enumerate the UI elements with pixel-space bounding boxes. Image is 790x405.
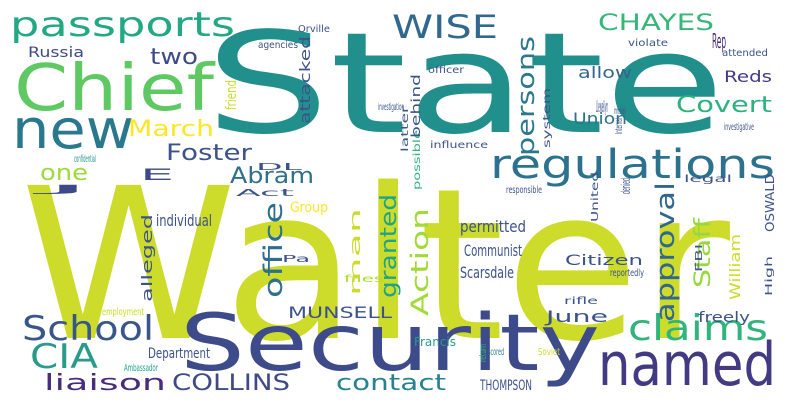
word-granted: granted <box>377 194 402 298</box>
word-citizen: responsible <box>506 185 542 196</box>
word-investigation: system <box>542 88 553 148</box>
word-cia: CIA <box>30 337 98 377</box>
word-investigative: possible <box>412 130 423 190</box>
word-immediately: MUNSELL <box>288 303 392 322</box>
word-francis: permitted <box>460 217 526 236</box>
word-llewellyn: attacked <box>298 36 314 124</box>
word-staff: Staff <box>691 217 716 288</box>
word-oswald: Department <box>148 346 210 362</box>
word-united: June <box>544 307 608 326</box>
word-dl: immediately <box>614 106 626 117</box>
word-attacked: files <box>344 274 384 285</box>
word-claims: claims <box>628 308 768 349</box>
word-june: Group <box>290 200 328 216</box>
word-one: one <box>40 161 88 186</box>
word-security: Security <box>180 299 600 389</box>
word-individual: OSWALD <box>763 174 777 232</box>
word-new: new <box>12 98 134 161</box>
word-group: investigative <box>724 122 754 133</box>
word-ambassador: man <box>348 208 364 296</box>
word-state: State <box>205 3 725 166</box>
word-freely: individual <box>156 211 212 230</box>
word-scored: Communist <box>464 241 522 260</box>
word-named: named <box>598 330 776 400</box>
word-violate: violate <box>628 38 668 49</box>
word-walter: Walter <box>20 143 731 388</box>
word-officer: officer <box>428 65 465 76</box>
word-passports: passports <box>10 5 235 45</box>
word-permitted: William <box>728 234 744 300</box>
word-march: March <box>128 117 214 142</box>
word-latter: FBI <box>694 244 705 272</box>
word-union: Union <box>573 109 627 128</box>
word-action: Action <box>406 208 434 316</box>
word-fbi: scored <box>488 347 504 358</box>
word-behind: rifle <box>564 296 598 307</box>
word-russia: Russia <box>28 45 84 61</box>
word-soviet: Scarsdale <box>460 263 514 282</box>
word-wise: WISE <box>392 8 498 46</box>
word-contact: contact <box>336 371 446 396</box>
word-persons: persons <box>512 36 540 156</box>
word-abram: Abram <box>230 164 314 189</box>
word-attended: attended <box>722 48 768 59</box>
word-alleged: Francis <box>414 335 456 349</box>
word-munsell: DL <box>256 162 303 173</box>
word-internal: employment <box>102 307 144 318</box>
word-friend: Pa <box>282 254 310 265</box>
word-return: THOMPSON <box>479 378 532 394</box>
word-collins: COLLINS <box>172 371 290 396</box>
word-orville: Orville <box>298 24 330 35</box>
word-high: Soviet <box>538 347 560 358</box>
word-william: Ambassador <box>124 363 158 374</box>
word-possible: High <box>764 256 775 296</box>
word-chayes: CHAYES <box>598 11 714 36</box>
word-reds: Reds <box>724 67 772 86</box>
word-j: Rep <box>712 29 726 53</box>
word-covert: Covert <box>676 93 772 118</box>
word-man: return <box>478 344 489 362</box>
word-scarsdale: United <box>590 172 601 222</box>
word-rifle: E <box>140 165 174 184</box>
word-two: two <box>150 45 198 70</box>
word-legal: investigation <box>378 102 404 113</box>
word-reportedly: J <box>24 184 94 195</box>
word-school: School <box>22 309 154 349</box>
word-regulations: regulations <box>490 142 775 188</box>
word-pa: denied <box>619 178 633 194</box>
word-system: reportedly <box>610 268 644 279</box>
word-influence: latter <box>400 104 411 152</box>
word-thompson: Citizen <box>565 253 643 269</box>
word-approval: approval <box>651 182 681 322</box>
word-e: Llewellyn <box>596 97 608 116</box>
word-files: confidential <box>74 154 96 165</box>
word-liaison: liaison <box>44 371 166 396</box>
word-office: office <box>259 202 289 298</box>
word-agencies: agencies <box>258 40 298 51</box>
word-confidential: influence <box>430 140 488 151</box>
word-responsible: behind <box>409 74 423 138</box>
word-communist: legal <box>684 174 732 185</box>
word-act: Internal <box>614 118 625 134</box>
word-denied: freely <box>698 310 750 326</box>
word-employment: Act <box>236 188 294 199</box>
word-foster: Foster <box>166 141 253 166</box>
word-rep: friend <box>224 80 240 110</box>
word-chief: Chief <box>14 52 216 126</box>
word-department: alleged <box>140 214 156 302</box>
word-allow: allow <box>578 63 632 82</box>
